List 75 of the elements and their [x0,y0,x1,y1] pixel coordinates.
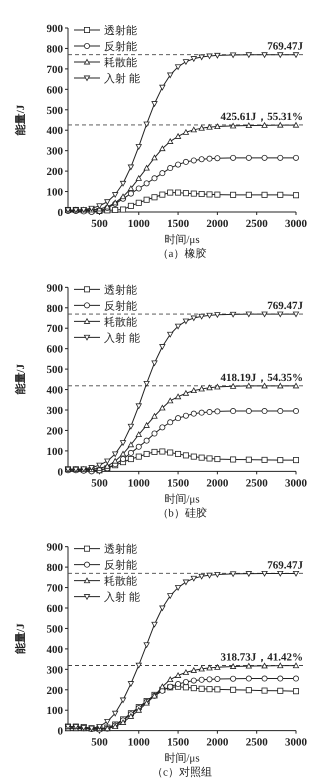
y-tick-label: 300 [46,405,64,417]
y-tick-label: 200 [46,425,64,438]
y-tick-label: 0 [58,207,64,219]
y-axis-title: 能量/J [14,622,27,654]
y-tick-label: 900 [46,282,64,294]
ref-line-label: 769.47J [267,300,304,312]
y-tick-label: 500 [46,623,64,636]
legend-label: 反射能 [104,558,137,572]
y-tick-label: 100 [46,446,64,458]
x-axis-title: 时间/μs [164,233,200,246]
y-tick-label: 0 [58,726,64,738]
x-tick-label: 3000 [285,477,308,490]
y-tick-label: 500 [46,104,64,117]
x-tick-label: 500 [91,218,108,230]
x-tick-label: 1000 [128,218,150,230]
legend-label: 耗散能 [104,56,137,69]
y-tick-label: 200 [46,684,64,697]
y-tick-label: 700 [46,582,64,595]
y-tick-label: 300 [46,664,64,676]
x-axis-title: 时间/μs [164,492,200,506]
x-tick-label: 3000 [285,736,308,749]
y-tick-label: 700 [46,323,64,336]
legend-label: 耗散能 [104,315,137,328]
y-tick-label: 600 [46,84,64,96]
ref-line-label: 425.61J，55.31% [220,110,303,123]
y-tick-label: 200 [46,166,64,178]
text: （a）橡胶 [158,247,206,260]
y-tick-label: 400 [46,125,64,138]
x-tick-label: 1000 [128,736,150,749]
legend-label: 透射能 [104,542,137,556]
x-tick-label: 1000 [128,477,150,490]
legend-label: 透射能 [104,283,137,296]
ref-line-label: 769.47J [267,559,304,572]
x-tick-label: 3000 [285,218,308,230]
x-tick-label: 500 [91,477,108,490]
x-tick-label: 2000 [206,477,229,490]
x-tick-label: 2000 [206,736,229,749]
y-tick-label: 800 [46,562,64,574]
x-axis-title: 时间/μs [164,752,200,765]
x-tick-label: 2500 [246,477,268,490]
y-tick-label: 300 [46,146,64,158]
x-tick-label: 500 [91,736,108,749]
legend-label: 透射能 [104,24,137,37]
x-tick-label: 1500 [167,736,190,749]
y-axis-title: 能量/J [14,104,27,136]
x-tick-label: 1500 [167,477,190,490]
y-tick-label: 400 [46,644,64,656]
y-tick-label: 900 [46,542,64,554]
y-tick-label: 100 [46,705,64,718]
text: （b）硅胶 [157,506,207,520]
y-tick-label: 800 [46,43,64,56]
y-tick-label: 700 [46,64,64,76]
legend-label: 入射 能 [104,590,140,604]
y-tick-label: 800 [46,302,64,315]
legend-label: 入射 能 [104,331,140,344]
legend-label: 反射能 [104,299,137,312]
x-tick-label: 2500 [246,736,268,749]
x-tick-label: 2500 [246,218,268,230]
y-axis-title: 能量/J [14,364,27,395]
ref-line-label: 418.19J，54.35% [220,372,303,384]
y-tick-label: 0 [58,466,64,478]
y-tick-label: 900 [46,23,64,35]
ref-line-label: 769.47J [267,40,304,53]
y-tick-label: 600 [46,603,64,615]
legend-label: 入射 能 [104,72,140,85]
x-tick-label: 2000 [206,218,229,230]
y-tick-label: 500 [46,364,64,376]
ref-line-label: 318.73J，41.42% [220,652,303,664]
y-tick-label: 100 [46,186,64,199]
legend-label: 耗散能 [104,574,137,588]
y-tick-label: 400 [46,384,64,397]
x-tick-label: 1500 [167,218,190,230]
legend-label: 反射能 [104,40,137,53]
text: （c）对照组 [152,766,212,778]
y-tick-label: 600 [46,344,64,356]
